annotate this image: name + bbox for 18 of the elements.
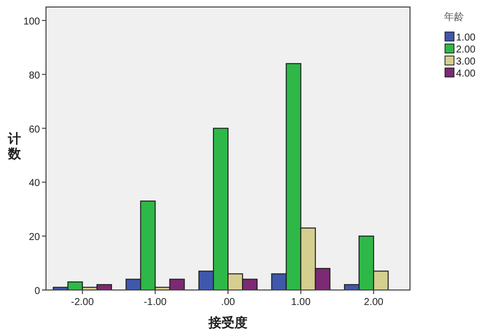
x-tick-label: -1.00 — [144, 297, 168, 308]
legend-label: 2.00 — [456, 44, 476, 56]
y-tick-label: 100 — [23, 16, 40, 28]
x-tick-label: -2.00 — [71, 297, 94, 308]
legend-title: 年龄 — [444, 11, 464, 23]
x-tick-label: 2.00 — [364, 297, 384, 308]
y-tick-label: 80 — [28, 70, 40, 82]
y-tick-label: 60 — [28, 124, 40, 136]
x-tick-label: 1.00 — [291, 297, 311, 308]
y-tick-label: 0 — [34, 286, 40, 297]
x-tick-label: .00 — [221, 297, 236, 308]
legend-label: 3.00 — [456, 56, 476, 68]
y-tick-label: 20 — [28, 232, 40, 244]
y-tick-label: 40 — [28, 178, 40, 190]
legend-label: 1.00 — [456, 32, 476, 44]
y-axis-title: 计数 — [7, 131, 22, 161]
x-axis-title: 接受度 — [208, 315, 248, 330]
legend-label: 4.00 — [456, 68, 476, 80]
